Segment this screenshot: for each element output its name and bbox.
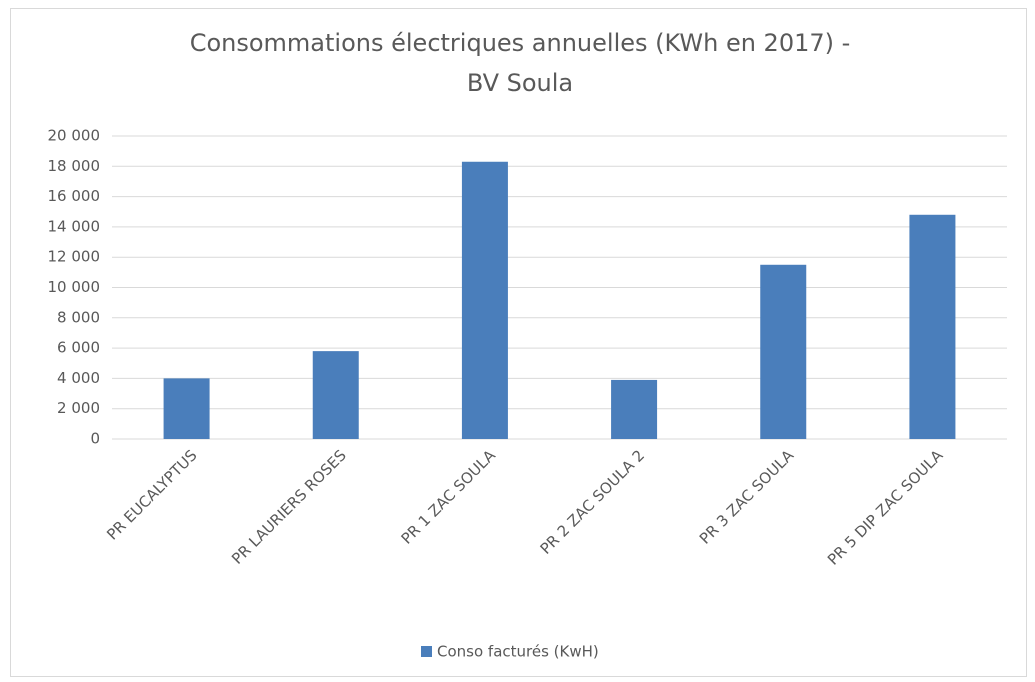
- y-tick-label: 20 000: [48, 127, 101, 145]
- bar: [760, 264, 807, 439]
- y-tick-label: 0: [90, 430, 100, 448]
- chart-border: [10, 8, 1027, 677]
- y-tick-label: 4 000: [57, 369, 100, 387]
- legend-swatch: [421, 646, 432, 657]
- bar: [163, 378, 210, 439]
- bar: [611, 379, 658, 439]
- y-tick-label: 2 000: [57, 399, 100, 417]
- y-tick-label: 18 000: [48, 157, 101, 175]
- y-tick-label: 8 000: [57, 308, 100, 326]
- y-tick-label: 14 000: [48, 217, 101, 235]
- y-tick-label: 12 000: [48, 248, 101, 266]
- chart-title: Consommations électriques annuelles (KWh…: [190, 29, 851, 57]
- chart-title: BV Soula: [467, 69, 573, 97]
- legend-label: Conso facturés (KwH): [437, 643, 599, 661]
- y-tick-label: 6 000: [57, 339, 100, 357]
- bar: [312, 351, 359, 439]
- bar: [461, 161, 508, 439]
- y-tick-label: 10 000: [48, 278, 101, 296]
- y-tick-label: 16 000: [48, 187, 101, 205]
- bar: [909, 214, 956, 439]
